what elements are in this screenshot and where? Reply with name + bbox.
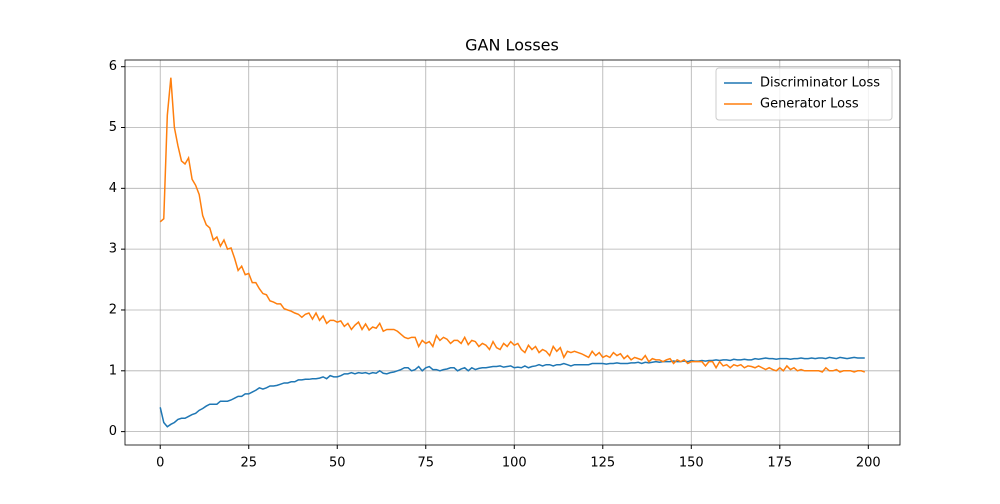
y-tick-label: 0 — [109, 424, 117, 439]
x-tick-label: 0 — [156, 456, 164, 471]
legend-label: Generator Loss — [760, 97, 859, 112]
line-series — [159, 356, 865, 428]
y-tick-label: 2 — [109, 302, 117, 317]
axes-frame — [124, 59, 901, 446]
x-tick-label: 75 — [417, 456, 434, 471]
legend-label: Discriminator Loss — [760, 76, 880, 91]
y-tick-label: 3 — [109, 242, 117, 257]
y-tick-label: 6 — [109, 59, 117, 74]
y-tick-label: 4 — [109, 181, 117, 196]
chart-title: GAN Losses — [465, 36, 559, 55]
y-tick-label: 5 — [109, 120, 117, 135]
x-tick-label: 150 — [679, 456, 704, 471]
y-tick-label: 1 — [109, 363, 117, 378]
x-tick-label: 25 — [240, 456, 257, 471]
x-tick-label: 125 — [590, 456, 615, 471]
x-tick-label: 200 — [856, 456, 881, 471]
x-tick-label: 100 — [502, 456, 527, 471]
x-tick-label: 175 — [767, 456, 792, 471]
line-series — [159, 77, 866, 373]
legend-box — [715, 67, 893, 121]
x-tick-label: 50 — [329, 456, 346, 471]
